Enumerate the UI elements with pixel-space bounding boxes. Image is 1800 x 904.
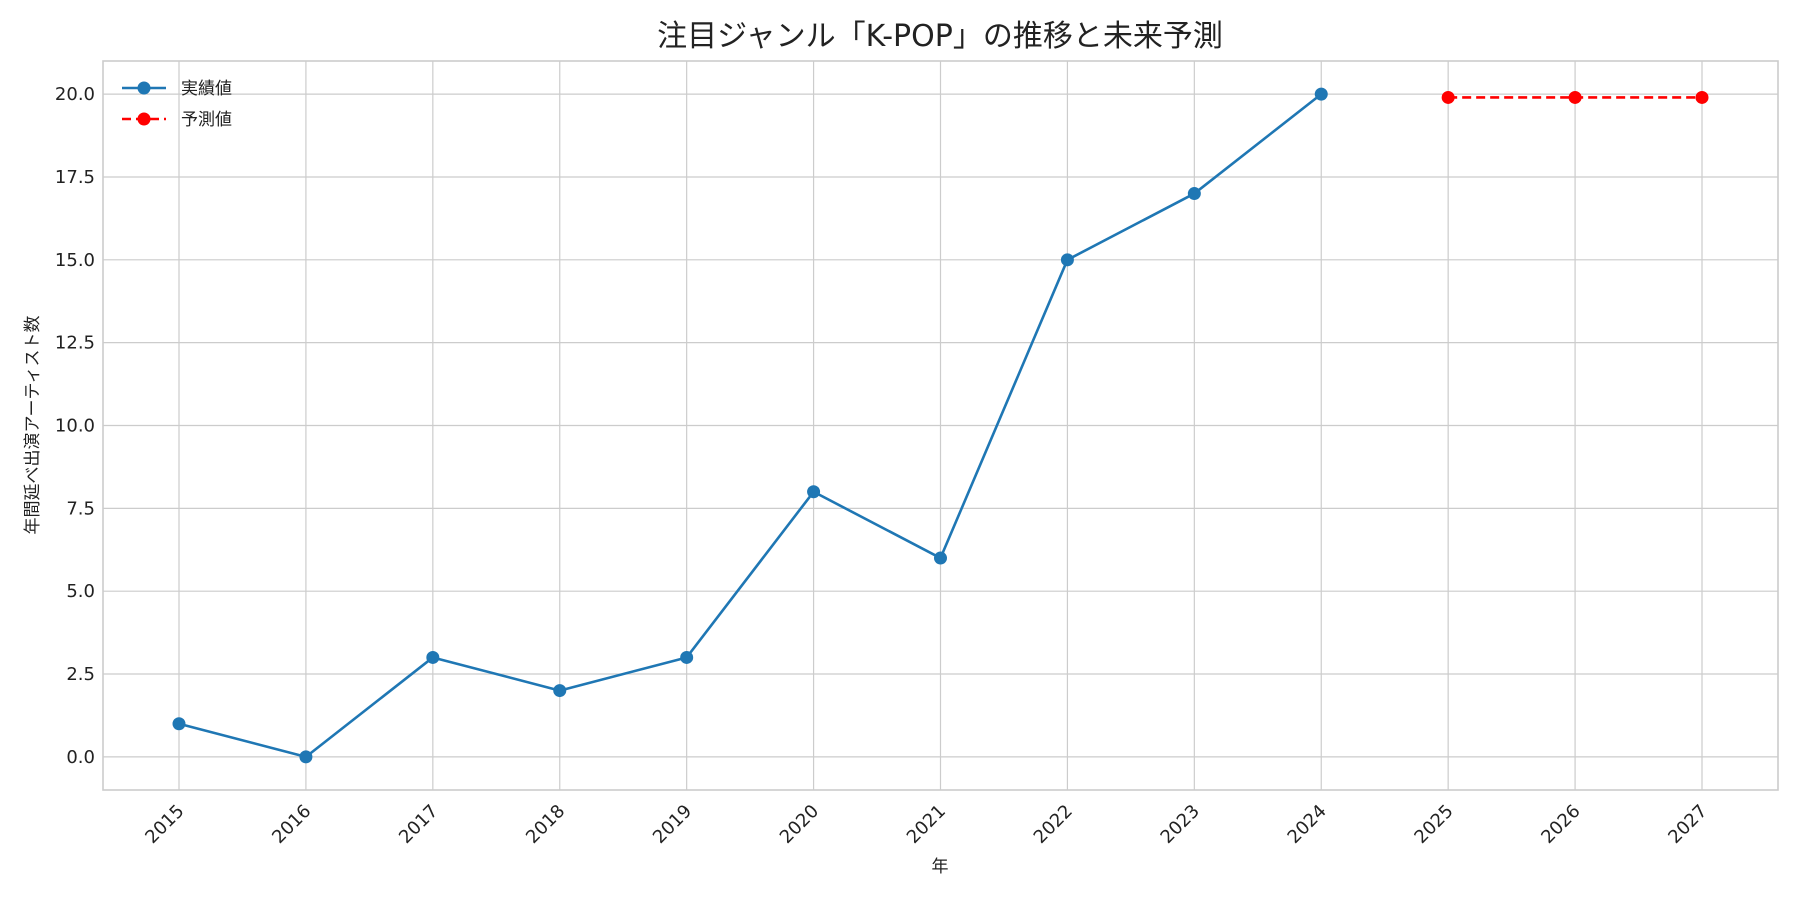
series-line <box>178 93 1323 759</box>
plot-frame <box>102 60 1779 791</box>
y-tick-label: 12.5 <box>55 333 95 354</box>
legend-marker <box>137 81 151 95</box>
y-tick-label: 2.5 <box>66 664 95 685</box>
data-point <box>172 717 186 731</box>
legend-marker <box>137 112 151 126</box>
data-point <box>1695 90 1709 104</box>
x-tick-label: 2027 <box>1664 801 1711 848</box>
legend-label: 実績値 <box>181 79 232 99</box>
y-tick-label: 20.0 <box>55 84 95 105</box>
data-point <box>1187 187 1201 201</box>
y-tick-label: 15.0 <box>55 250 95 271</box>
x-tick-label: 2026 <box>1537 801 1584 848</box>
x-tick-label: 2024 <box>1284 801 1331 848</box>
data-point <box>1060 253 1074 267</box>
x-tick-label: 2016 <box>268 801 315 848</box>
grid <box>103 61 1778 790</box>
data-point <box>807 485 821 499</box>
data-point <box>1314 87 1328 101</box>
y-tick-labels: 0.0 2.5 5.0 7.5 10.0 12.5 15.0 17.5 20.0 <box>55 84 95 768</box>
y-tick-label: 7.5 <box>66 498 95 519</box>
x-axis-label: 年 <box>932 857 949 877</box>
y-tick-label: 0.0 <box>66 747 95 768</box>
data-point <box>1568 90 1582 104</box>
data-point <box>426 650 440 664</box>
data-point <box>1441 90 1455 104</box>
data-point <box>553 684 567 698</box>
x-tick-label: 2017 <box>395 801 442 848</box>
x-tick-label: 2021 <box>903 801 950 848</box>
data-point <box>934 551 947 565</box>
y-tick-label: 10.0 <box>55 416 95 437</box>
x-tick-label: 2019 <box>649 801 696 848</box>
x-tick-labels: 2015 2016 2017 2018 2019 2020 2021 2022 2023 2024… <box>141 801 1711 848</box>
y-tick-label: 17.5 <box>55 167 95 188</box>
x-tick-label: 2025 <box>1410 801 1457 848</box>
data-point <box>299 750 313 764</box>
y-tick-label: 5.0 <box>66 581 95 602</box>
chart-title: 注目ジャンル「K-POP」の推移と未来予測 <box>657 19 1223 54</box>
series-layer <box>172 87 1709 764</box>
data-point <box>680 650 694 664</box>
x-tick-label: 2020 <box>776 801 823 848</box>
x-tick-label: 2018 <box>522 801 569 848</box>
x-tick-label: 2023 <box>1157 801 1204 848</box>
x-tick-label: 2015 <box>141 801 188 848</box>
y-axis-label: 年間延べ出演アーティスト数 <box>23 316 43 535</box>
legend-label: 予測値 <box>181 110 232 130</box>
x-tick-label: 2022 <box>1030 801 1077 848</box>
